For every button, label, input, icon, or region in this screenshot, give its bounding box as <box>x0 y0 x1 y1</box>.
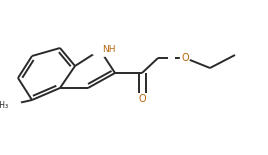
Ellipse shape <box>91 44 113 56</box>
Text: O: O <box>138 94 146 104</box>
Text: O: O <box>181 53 189 63</box>
Ellipse shape <box>0 98 21 112</box>
Text: CH₃: CH₃ <box>0 100 9 109</box>
Ellipse shape <box>181 53 189 62</box>
Ellipse shape <box>137 95 147 104</box>
Text: NH: NH <box>102 46 116 55</box>
